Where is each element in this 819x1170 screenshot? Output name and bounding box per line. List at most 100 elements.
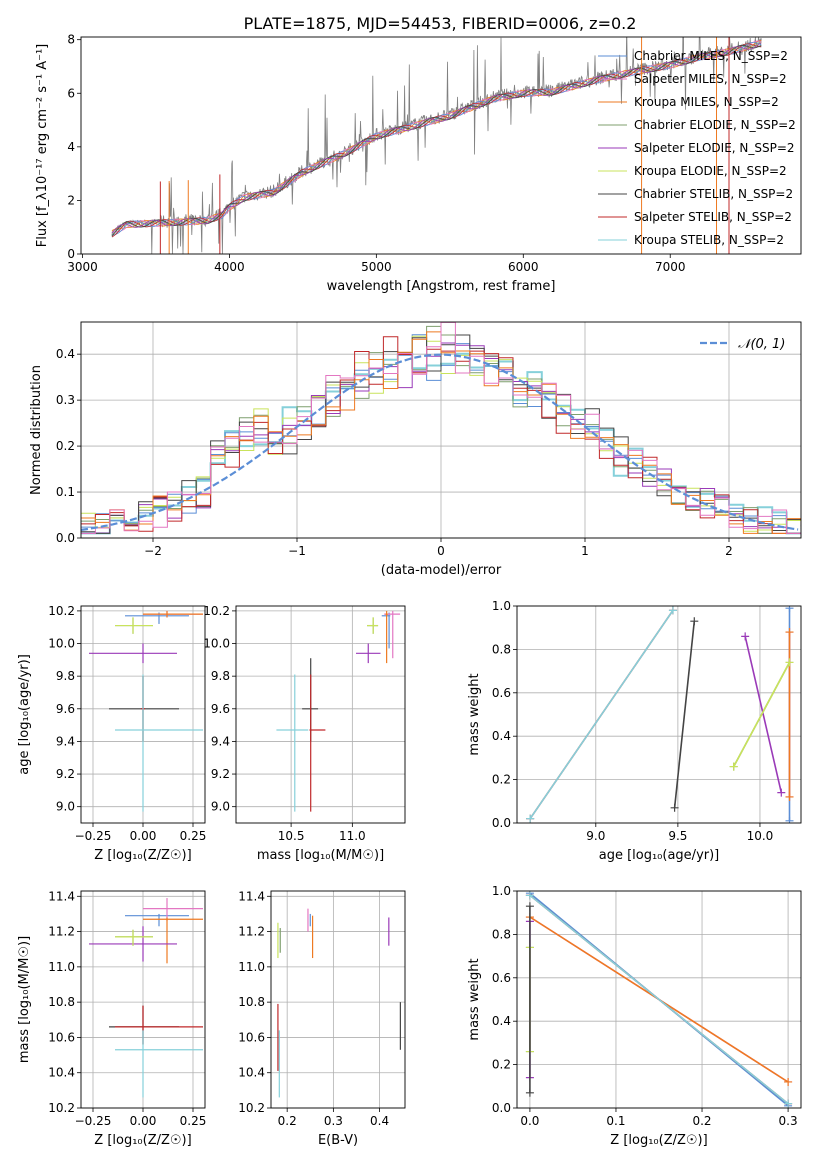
- y-tick-label: 9.0: [56, 800, 75, 814]
- plot-area: [111, 37, 762, 254]
- x-tick-label: 1: [581, 544, 589, 558]
- mass-weight-line: [744, 636, 783, 793]
- y-tick-label: 8: [67, 33, 75, 47]
- y-axis-label: Normed distribution: [29, 365, 44, 495]
- x-tick-label: 0.1: [606, 1114, 625, 1128]
- legend: 𝒩(0, 1): [700, 337, 785, 352]
- y-axis-label: mass weight: [467, 958, 482, 1040]
- y-axis-label: Flux [f_λ10⁻¹⁷ erg cm⁻² s⁻¹ A⁻¹]: [35, 44, 50, 248]
- plot-area: [525, 891, 793, 1108]
- x-tick-label: 0.2: [278, 1114, 297, 1128]
- y-tick-label: 10.4: [238, 1066, 265, 1080]
- y-tick-label: 10.4: [48, 1066, 75, 1080]
- y-tick-label: 0.6: [492, 971, 511, 985]
- y-tick-label: 11.4: [238, 889, 265, 903]
- legend-label: Chabrier ELODIE, N_SSP=2: [634, 118, 796, 132]
- mass-weight-marker: [785, 606, 794, 613]
- y-tick-label: 9.6: [211, 702, 230, 716]
- y-tick-label: 0.0: [492, 1101, 511, 1115]
- mass-weight-marker: [525, 891, 534, 900]
- x-tick-label: 6000: [508, 260, 539, 274]
- x-tick-label: 7000: [655, 260, 686, 274]
- x-tick-label: 0.3: [779, 1114, 798, 1128]
- x-tick-label: 0.00: [130, 1114, 157, 1128]
- panel-mass_vs_Z: −0.25 0.00 0.25 10.2 10.4 10.6 10.8 11.0 11.2 11.…: [17, 889, 206, 1148]
- x-tick-label: 0.4: [370, 1114, 389, 1128]
- x-tick-label: −1: [288, 544, 306, 558]
- y-tick-label: 11.0: [48, 960, 75, 974]
- axes-frame: [516, 605, 802, 824]
- x-tick-label: −0.25: [75, 829, 112, 843]
- y-tick-label: 6: [67, 86, 75, 100]
- mass-weight-series: [526, 606, 677, 823]
- axes-frame: [80, 321, 802, 539]
- x-tick-label: 0.3: [324, 1114, 343, 1128]
- y-axis-label: mass [log₁₀(M/M☉)]: [17, 936, 32, 1063]
- legend-label: Chabrier STELIB, N_SSP=2: [634, 187, 793, 201]
- y-tick-label: 0.2: [56, 439, 75, 453]
- y-tick-label: 9.4: [56, 734, 75, 748]
- mass-weight-marker: [525, 1088, 534, 1097]
- mass-weight-series: [670, 617, 699, 812]
- error-bar-point: [309, 674, 326, 812]
- x-tick-label: 0.25: [180, 829, 207, 843]
- y-tick-label: 10.0: [48, 637, 75, 651]
- y-tick-label: 10.0: [203, 637, 230, 651]
- legend-label: Salpeter ELODIE, N_SSP=2: [634, 141, 795, 155]
- axes-frame: [235, 605, 406, 824]
- mass-weight-marker: [785, 816, 794, 823]
- mass-weight-series: [785, 628, 794, 801]
- mass-weight-marker: [784, 1099, 793, 1108]
- x-tick-label: 2: [725, 544, 733, 558]
- y-tick-label: 4: [67, 140, 75, 154]
- mass-weight-marker: [729, 762, 738, 771]
- figure-title: PLATE=1875, MJD=54453, FIBERID=0006, z=0…: [244, 14, 637, 33]
- axes-frame: [80, 605, 206, 824]
- y-tick-label: 0.4: [492, 1014, 511, 1028]
- x-axis-label: (data-model)/error: [381, 563, 502, 578]
- error-bar-point: [115, 1030, 203, 1098]
- mass-weight-marker: [668, 606, 677, 615]
- mass-weight-marker: [785, 628, 794, 637]
- error-bar-point: [143, 610, 203, 618]
- error-bar-point: [115, 617, 153, 634]
- y-tick-label: 11.0: [238, 960, 265, 974]
- y-tick-label: 0.2: [492, 1058, 511, 1072]
- panel-massweight_vs_age: 9.0 9.5 10.0 0.0 0.2 0.4 0.6 0.8 1.0 age [log₁₀(a…: [467, 599, 802, 863]
- x-tick-label: 5000: [361, 260, 392, 274]
- y-tick-label: 0.3: [56, 393, 75, 407]
- error-bar-point: [381, 612, 391, 649]
- error-bar-point: [115, 1005, 203, 1045]
- y-tick-label: 0.8: [492, 642, 511, 656]
- error-bar-point: [356, 643, 381, 664]
- axes-frame: [80, 36, 802, 255]
- panel-age_vs_mass: 10.5 11.0 9.0 9.2 9.4 9.6 9.8 10.0 10.2 mass [log…: [203, 604, 406, 863]
- y-tick-label: 9.8: [211, 669, 230, 683]
- error-bar-point: [143, 898, 203, 921]
- x-tick-label: −0.25: [75, 1114, 112, 1128]
- mass-weight-marker: [785, 792, 794, 801]
- axes-frame: [516, 890, 802, 1109]
- mass-weight-marker: [741, 632, 750, 641]
- y-tick-label: 9.2: [211, 767, 230, 781]
- x-tick-label: 3000: [67, 260, 98, 274]
- y-tick-label: 11.4: [48, 889, 75, 903]
- y-tick-label: 11.2: [48, 925, 75, 939]
- y-tick-label: 10.2: [203, 604, 230, 618]
- error-bar-point: [302, 658, 319, 742]
- legend-label: Kroupa MILES, N_SSP=2: [634, 95, 779, 109]
- plot-area: [276, 610, 401, 812]
- x-axis-label: Z [log₁₀(Z/Z☉)]: [610, 1133, 707, 1148]
- y-tick-label: 9.2: [56, 767, 75, 781]
- x-tick-label: 10.5: [278, 829, 305, 843]
- y-tick-label: 10.8: [238, 995, 265, 1009]
- legend-label: Kroupa STELIB, N_SSP=2: [634, 233, 784, 247]
- error-bar-point: [89, 643, 177, 664]
- legend-label: Chabrier MILES, N_SSP=2: [634, 49, 788, 63]
- y-tick-label: 0.0: [56, 531, 75, 545]
- axes-frame: [270, 890, 406, 1109]
- y-tick-label: 10.8: [48, 995, 75, 1009]
- y-tick-label: 11.2: [238, 925, 265, 939]
- y-tick-label: 0.4: [492, 729, 511, 743]
